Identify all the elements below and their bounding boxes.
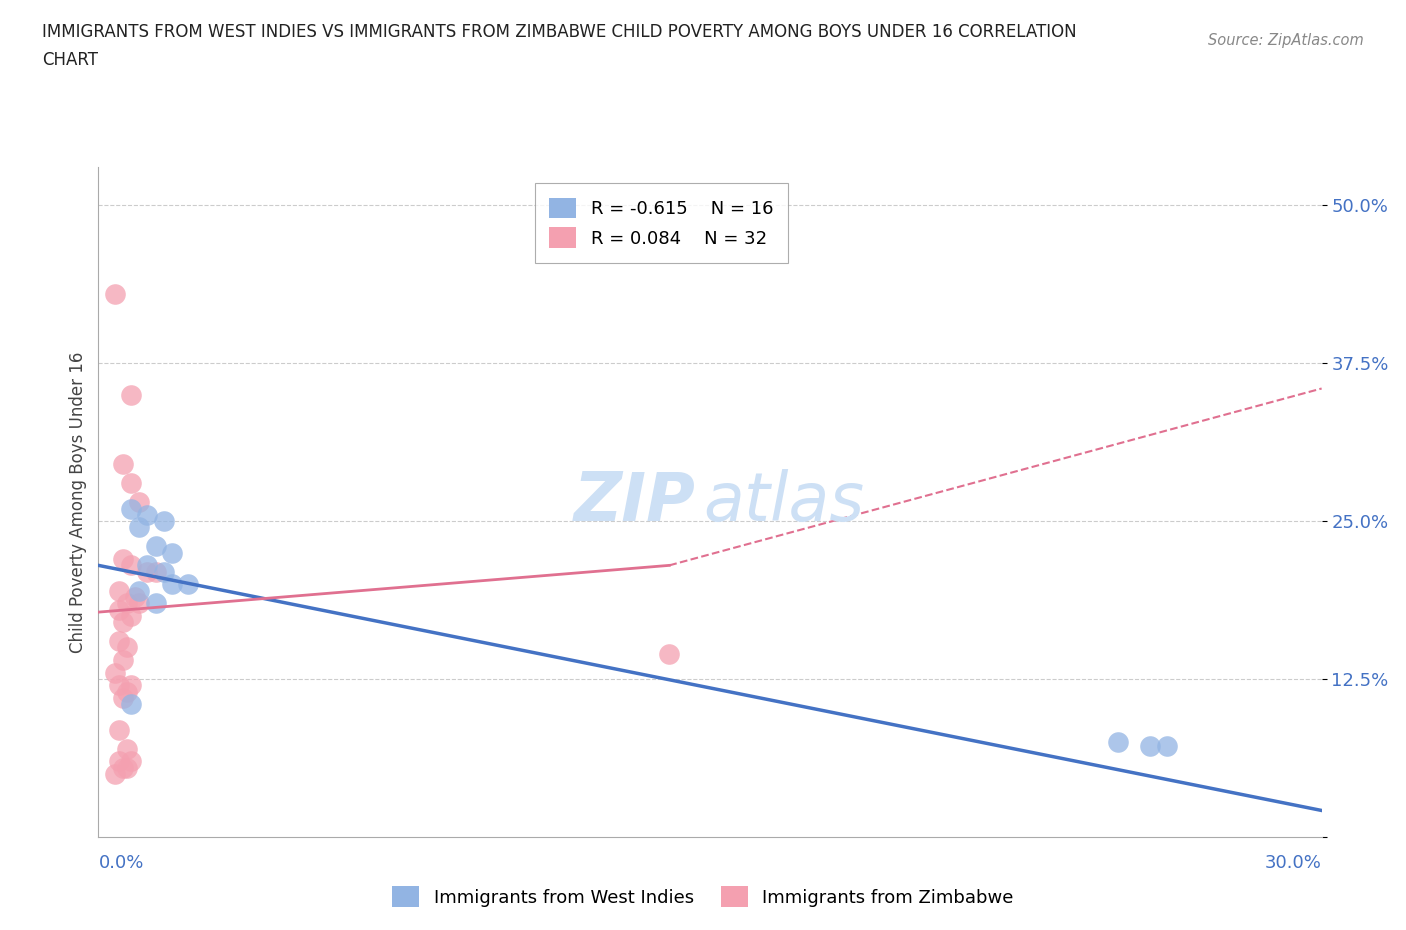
Point — [177, 577, 200, 591]
Point — [115, 596, 138, 611]
Point — [128, 583, 150, 598]
Point — [111, 691, 134, 706]
Point — [108, 633, 131, 648]
Text: 0.0%: 0.0% — [98, 854, 143, 872]
Point — [145, 596, 167, 611]
Text: 30.0%: 30.0% — [1265, 854, 1322, 872]
Point — [111, 760, 134, 775]
Point — [115, 640, 138, 655]
Point — [128, 596, 150, 611]
Point — [128, 520, 150, 535]
Point — [120, 678, 142, 693]
Point — [152, 565, 174, 579]
Legend: Immigrants from West Indies, Immigrants from Zimbabwe: Immigrants from West Indies, Immigrants … — [384, 877, 1022, 916]
Point — [1156, 738, 1178, 753]
Point — [145, 539, 167, 554]
Point — [136, 565, 159, 579]
Point — [128, 495, 150, 510]
Text: IMMIGRANTS FROM WEST INDIES VS IMMIGRANTS FROM ZIMBABWE CHILD POVERTY AMONG BOYS: IMMIGRANTS FROM WEST INDIES VS IMMIGRANT… — [42, 23, 1077, 41]
Point — [111, 615, 134, 630]
Point — [658, 646, 681, 661]
Point — [145, 565, 167, 579]
Point — [120, 697, 142, 711]
Point — [160, 545, 183, 560]
Legend: R = -0.615    N = 16, R = 0.084    N = 32: R = -0.615 N = 16, R = 0.084 N = 32 — [534, 183, 787, 263]
Point — [108, 602, 131, 617]
Text: Source: ZipAtlas.com: Source: ZipAtlas.com — [1208, 33, 1364, 47]
Point — [115, 760, 138, 775]
Point — [160, 577, 183, 591]
Point — [136, 558, 159, 573]
Point — [152, 513, 174, 528]
Text: ZIP: ZIP — [574, 470, 696, 535]
Point — [120, 753, 142, 768]
Point — [108, 678, 131, 693]
Y-axis label: Child Poverty Among Boys Under 16: Child Poverty Among Boys Under 16 — [69, 352, 87, 653]
Text: atlas: atlas — [703, 470, 865, 535]
Point — [104, 665, 127, 680]
Point — [108, 583, 131, 598]
Point — [108, 723, 131, 737]
Point — [120, 501, 142, 516]
Point — [120, 608, 142, 623]
Point — [1107, 735, 1129, 750]
Point — [111, 551, 134, 566]
Point — [115, 684, 138, 699]
Point — [1139, 738, 1161, 753]
Point — [120, 388, 142, 403]
Point — [111, 457, 134, 472]
Point — [120, 476, 142, 491]
Point — [104, 286, 127, 301]
Text: CHART: CHART — [42, 51, 98, 69]
Point — [115, 741, 138, 756]
Point — [104, 766, 127, 781]
Point — [120, 558, 142, 573]
Point — [136, 508, 159, 523]
Point — [124, 590, 146, 604]
Point — [108, 753, 131, 768]
Point — [111, 653, 134, 668]
